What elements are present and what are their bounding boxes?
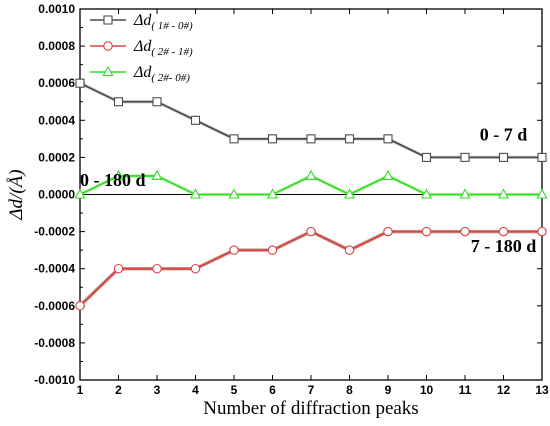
y-tick-label: -0.0008 [34, 336, 75, 350]
annotation-3: 7 - 180 d [471, 236, 537, 256]
series-1-point [229, 134, 239, 144]
series-1-line [79, 82, 542, 159]
x-tick-label: 3 [154, 383, 161, 397]
x-tick-label: 5 [231, 383, 238, 397]
series-1-point [152, 97, 162, 107]
series-1-point [498, 152, 509, 162]
y-tick-label: 0.0000 [38, 188, 75, 202]
legend-2-marker [103, 41, 113, 51]
series-3-point [497, 188, 510, 199]
series-2-point [267, 245, 278, 255]
x-tick-label: 2 [115, 383, 122, 397]
series-2-point [421, 226, 432, 237]
y-tick-label: -0.0006 [34, 299, 75, 313]
x-tick-label: 9 [385, 383, 392, 397]
legend-2-label: Δd( 2# - 1#) [133, 38, 193, 58]
series-1-point [113, 97, 124, 107]
x-tick-label: 11 [459, 383, 472, 397]
series-3-point [382, 169, 394, 180]
x-tick-label: 12 [497, 383, 511, 397]
series-3-point [420, 188, 433, 199]
x-tick-label: 13 [535, 383, 549, 397]
series-2-point [113, 263, 124, 274]
annotation-1: 0 - 7 d [480, 125, 528, 145]
series-1-point [306, 134, 316, 144]
series-3-point [189, 188, 202, 199]
x-tick-label: 1 [77, 383, 84, 397]
series-3-point [305, 169, 317, 180]
series-2-point [460, 226, 470, 237]
series-2-point [152, 263, 162, 274]
series-1-point [460, 152, 470, 162]
x-tick-label: 10 [420, 383, 434, 397]
x-tick-label: 8 [346, 383, 353, 397]
series-1-point [421, 152, 432, 162]
legend-3-label: Δd( 2#- 0#) [133, 64, 190, 84]
legend-3-marker [102, 65, 114, 77]
series-2-point [344, 245, 355, 255]
x-axis-title: Number of diffraction peaks [203, 398, 418, 419]
x-tick-label: 7 [308, 383, 315, 397]
series-2-point [190, 263, 201, 274]
series-1-point [190, 115, 201, 125]
y-tick-label: -0.0010 [34, 373, 75, 387]
series-1-point [383, 134, 393, 144]
series-3-point [228, 188, 240, 199]
y-tick-label: -0.0002 [34, 225, 75, 239]
annotation-2: 0 - 180 d [80, 170, 146, 190]
y-tick-label: 0.0008 [38, 39, 75, 53]
series-1-point [344, 134, 355, 144]
y-tick-label: 0.0002 [38, 150, 75, 164]
series-3-point [151, 169, 163, 180]
series-2-point [383, 226, 393, 237]
x-tick-label: 6 [269, 383, 276, 397]
series-3-point [536, 188, 548, 199]
series-2-point [498, 226, 509, 237]
series-3-point [459, 188, 471, 199]
y-axis-title: Δd/(Å) [6, 169, 27, 220]
legend-1-marker [103, 15, 113, 25]
series-2-point [75, 301, 85, 311]
series-2-point [306, 226, 316, 237]
y-tick-label: 0.0010 [38, 2, 75, 16]
y-tick-label: 0.0006 [38, 76, 75, 90]
series-1-point [75, 78, 85, 88]
legend-1-label: Δd( 1# - 0#) [133, 12, 193, 32]
x-tick-label: 4 [192, 383, 199, 397]
series-1-point [537, 152, 547, 162]
series-3-point [343, 188, 356, 199]
y-tick-label: 0.0004 [38, 113, 75, 127]
series-3-point [74, 188, 86, 199]
series-2-point [537, 226, 547, 237]
series-3-point [266, 188, 279, 199]
series-1-point [267, 134, 278, 144]
y-tick-label: -0.0004 [34, 262, 75, 276]
series-1-halo [79, 81, 542, 160]
series-3-point [112, 169, 125, 180]
series-2-point [229, 245, 239, 255]
